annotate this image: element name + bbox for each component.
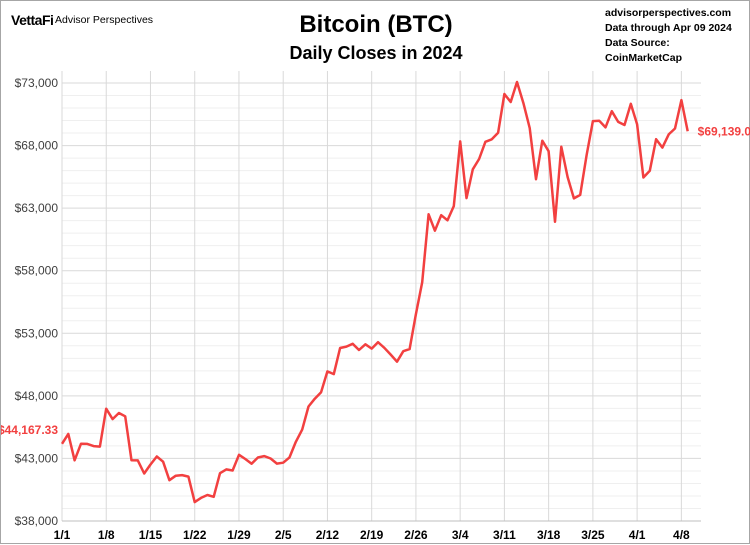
x-tick-label: 1/22 bbox=[183, 528, 207, 542]
logo-advisor-perspectives: Advisor Perspectives bbox=[55, 14, 154, 26]
y-tick-label: $48,000 bbox=[15, 389, 59, 403]
x-tick-label: 3/11 bbox=[493, 528, 516, 542]
y-tick-label: $53,000 bbox=[15, 326, 59, 340]
y-tick-label: $43,000 bbox=[15, 451, 59, 465]
y-tick-label: $58,000 bbox=[15, 264, 59, 278]
end-value-label: $69,139.02 bbox=[698, 124, 750, 138]
y-tick-label: $73,000 bbox=[15, 76, 59, 90]
data-through: Data through Apr 09 2024 bbox=[605, 22, 732, 34]
chart-subtitle: Daily Closes in 2024 bbox=[289, 43, 463, 63]
data-source: Data Source: CoinMarketCap bbox=[605, 37, 683, 64]
x-tick-label: 4/1 bbox=[629, 528, 646, 542]
x-tick-label: 1/8 bbox=[98, 528, 115, 542]
logo-vettafi: VettaFi bbox=[11, 12, 54, 28]
start-value-label: $44,167.33 bbox=[1, 423, 58, 437]
x-tick-label: 3/25 bbox=[581, 528, 605, 542]
source-site: advisorperspectives.com bbox=[605, 7, 732, 19]
x-tick-label: 4/8 bbox=[673, 528, 690, 542]
x-tick-label: 3/4 bbox=[452, 528, 469, 542]
x-tick-label: 3/18 bbox=[537, 528, 561, 542]
x-tick-label: 2/12 bbox=[316, 528, 340, 542]
btc-price-line bbox=[60, 80, 689, 504]
x-tick-label: 2/26 bbox=[404, 528, 428, 542]
x-tick-label: 1/15 bbox=[139, 528, 163, 542]
x-tick-label: 2/5 bbox=[275, 528, 292, 542]
y-tick-label: $63,000 bbox=[15, 201, 59, 215]
x-tick-label: 2/19 bbox=[360, 528, 384, 542]
chart-title: Bitcoin (BTC) bbox=[299, 11, 453, 38]
x-tick-label: 1/1 bbox=[54, 528, 71, 542]
y-tick-label: $68,000 bbox=[15, 139, 59, 153]
y-tick-label: $38,000 bbox=[15, 514, 59, 528]
source-info: advisorperspectives.com Data through Apr… bbox=[605, 6, 749, 66]
x-tick-label: 1/29 bbox=[227, 528, 251, 542]
